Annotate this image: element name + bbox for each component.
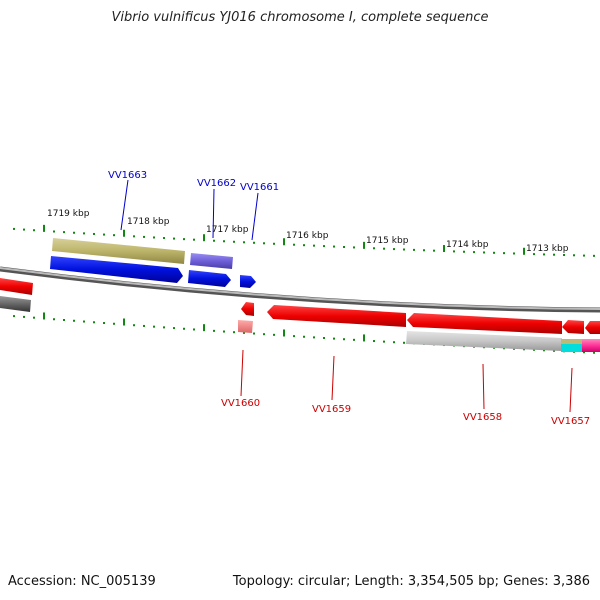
label-line-vv1660 [240, 349, 244, 397]
ruler-label-1719: 1719 kbp [47, 209, 90, 219]
gene-label-vv1658[interactable]: VV1658 [463, 412, 502, 423]
label-line-vv1663 [120, 179, 129, 231]
gene-vv1657-cyan-feature[interactable] [561, 344, 582, 352]
gene-vv1658-arrow[interactable] [407, 313, 562, 334]
gene-label-vv1663[interactable]: VV1663 [108, 170, 147, 181]
edge-gene-feature-bar[interactable] [0, 296, 31, 312]
backbone-arc [0, 266, 600, 313]
gene-vv1657-pink-feature[interactable] [582, 339, 600, 352]
map-title: Vibrio vulnificus YJ016 chromosome I, co… [111, 10, 489, 25]
ruler-label-1715: 1715 kbp [366, 236, 409, 246]
gene-vv1663-arrow[interactable] [50, 256, 183, 283]
gene-vv1663-feature-bar[interactable] [52, 238, 185, 264]
gene-vv1657-olive-feature[interactable] [561, 339, 582, 344]
gene-label-vv1661[interactable]: VV1661 [240, 182, 279, 193]
gene-vv1661-arrow[interactable] [240, 275, 256, 288]
gene-vv1660-feature-bar[interactable] [238, 320, 253, 333]
edge-gene-reverse-arrow[interactable] [0, 278, 33, 295]
accession-text: Accession: NC_005139 [8, 574, 156, 589]
upper-tick-row [13, 224, 595, 257]
ruler-label-1717: 1717 kbp [206, 225, 249, 235]
gene-vv1657-arrow[interactable] [562, 320, 584, 334]
gene-vv1662-arrow[interactable] [188, 270, 231, 287]
label-line-vv1661 [251, 192, 259, 241]
gene-label-vv1657[interactable]: VV1657 [551, 416, 590, 427]
label-line-vv1657 [569, 367, 573, 413]
backbone-arc-highlight [0, 267, 600, 310]
gene-label-vv1660[interactable]: VV1660 [221, 398, 260, 409]
gene-vv1659-arrow[interactable] [267, 305, 406, 327]
gene-vv1658-feature-bar[interactable] [406, 331, 562, 351]
label-line-vv1662 [212, 188, 215, 239]
ruler-label-1713: 1713 kbp [526, 244, 569, 254]
ruler-label-1716: 1716 kbp [286, 231, 329, 241]
gene-vv1662-feature-bar[interactable] [190, 253, 233, 269]
gene-label-vv1662[interactable]: VV1662 [197, 178, 236, 189]
label-line-vv1659 [331, 355, 335, 401]
sequence-summary-text: Topology: circular; Length: 3,354,505 bp… [232, 574, 590, 589]
gene-label-vv1659[interactable]: VV1659 [312, 404, 351, 415]
gene-vv1660-arrow[interactable] [241, 302, 254, 316]
ruler-label-1718: 1718 kbp [127, 217, 170, 227]
gene-right-edge-arrow[interactable] [585, 321, 600, 334]
ruler-label-1714: 1714 kbp [446, 240, 489, 250]
label-line-vv1658 [482, 363, 485, 410]
